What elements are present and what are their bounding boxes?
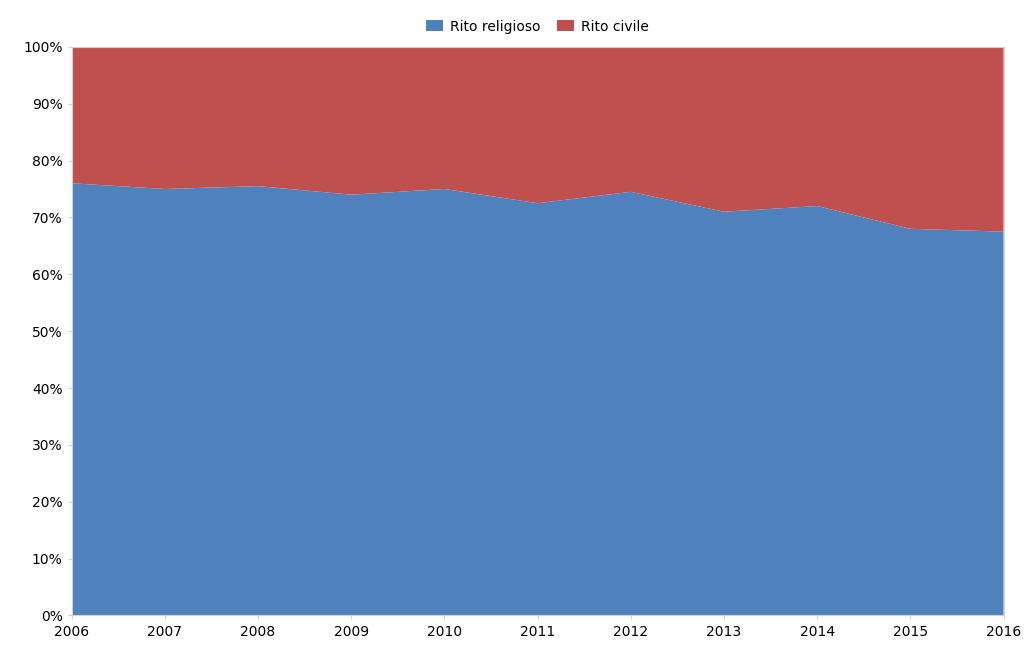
Legend: Rito religioso, Rito civile: Rito religioso, Rito civile: [421, 14, 654, 39]
